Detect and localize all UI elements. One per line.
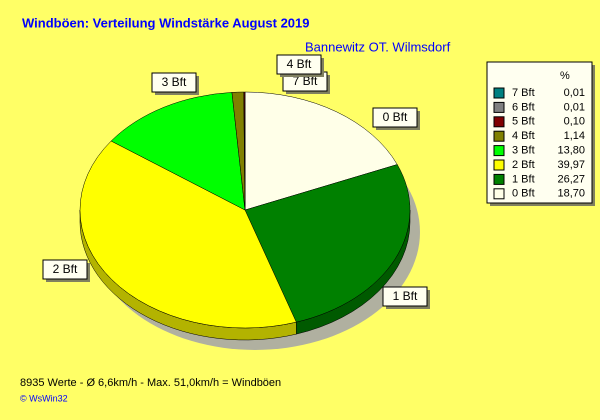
legend-value: 13,80 (557, 145, 585, 157)
pie-tops (79, 91, 411, 329)
slice-labels: 0 Bft 1 Bft 2 Bft 3 Bft 7 Bft 4 Bft (42, 54, 430, 309)
slice-label-box (276, 54, 322, 75)
legend-value: 39,97 (557, 159, 585, 171)
slice-label: 1 Bft (393, 289, 418, 303)
slice-label-box (151, 72, 197, 93)
pie-slice (110, 92, 246, 211)
slice-label: 4 Bft (287, 57, 312, 71)
pie-slice (79, 140, 297, 329)
legend-swatch (493, 116, 505, 128)
legend-label: 0 Bft (512, 188, 535, 200)
slice-label: 3 Bft (162, 75, 187, 89)
legend-label: 1 Bft (512, 173, 535, 185)
pie-slice (244, 91, 398, 211)
legend-header: % (560, 70, 570, 82)
legend-label: 6 Bft (512, 101, 535, 113)
legend-swatch (493, 188, 505, 200)
legend-swatch (493, 145, 505, 157)
footer: 8935 Werte - Ø 6,6km/h - Max. 51,0km/h =… (20, 377, 281, 389)
pie-slice (244, 164, 411, 323)
legend-entries: 7 Bft 0,01 6 Bft 0,01 5 Bft 0,10 4 Bft 1,14 3 Bf… (493, 87, 585, 200)
slice-label: 2 Bft (53, 262, 78, 276)
legend-label: 3 Bft (512, 145, 535, 157)
legend-swatch (493, 159, 505, 171)
legend-swatch (493, 130, 505, 142)
legend-label: 5 Bft (512, 116, 535, 128)
slice-label: 7 Bft (293, 74, 318, 88)
slice-label-box (382, 286, 428, 307)
legend-value: 18,70 (557, 188, 585, 200)
legend-label: 2 Bft (512, 159, 535, 171)
slice-label-box (42, 259, 88, 280)
slice-label-box (372, 107, 418, 128)
chart-subtitle: Bannewitz OT. Wilmsdorf (305, 39, 451, 54)
legend-label: 4 Bft (512, 130, 535, 142)
legend-swatch (493, 101, 505, 113)
legend-value: 1,14 (564, 130, 585, 142)
legend-swatch (493, 87, 505, 99)
legend-value: 0,01 (564, 87, 585, 99)
legend-label: 7 Bft (512, 87, 535, 99)
legend-value: 0,10 (564, 116, 585, 128)
slice-label: 0 Bft (383, 110, 408, 124)
credit: © WsWin32 (20, 393, 68, 403)
legend-value: 26,27 (557, 173, 585, 185)
chart-title: Windböen: Verteilung Windstärke August 2… (22, 15, 310, 30)
legend-value: 0,01 (564, 101, 585, 113)
legend-swatch (493, 173, 505, 185)
